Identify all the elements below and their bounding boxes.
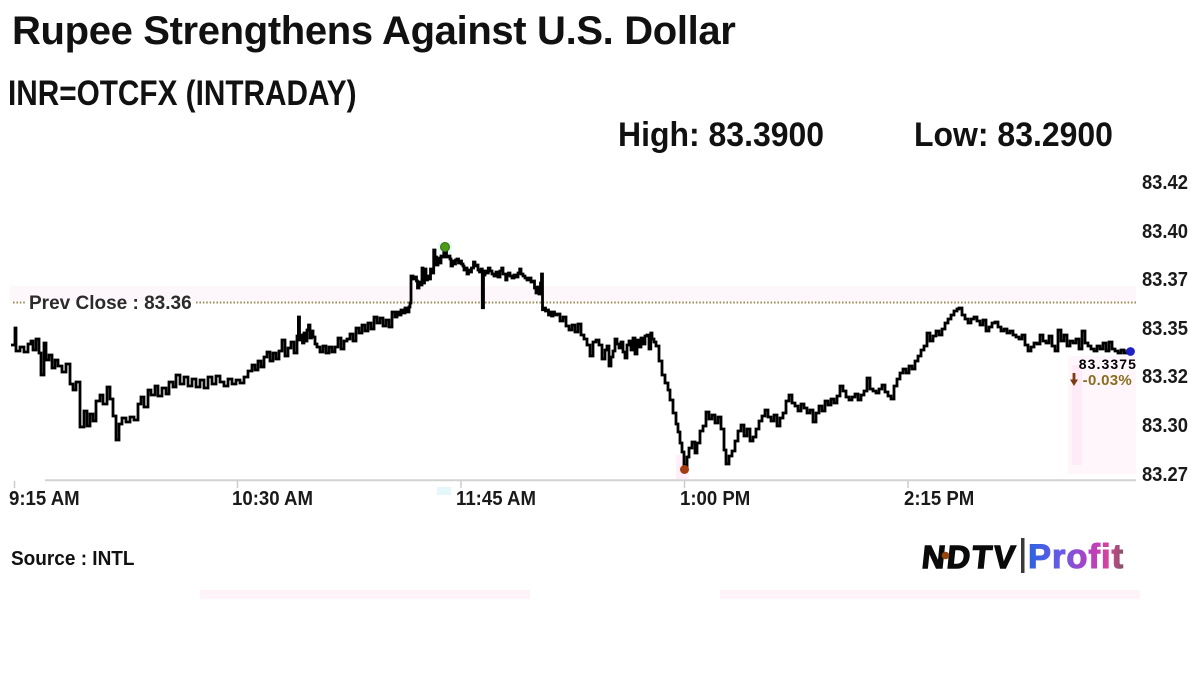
svg-text:NDTV: NDTV bbox=[920, 539, 1018, 575]
svg-text:Profit: Profit bbox=[1028, 538, 1124, 576]
